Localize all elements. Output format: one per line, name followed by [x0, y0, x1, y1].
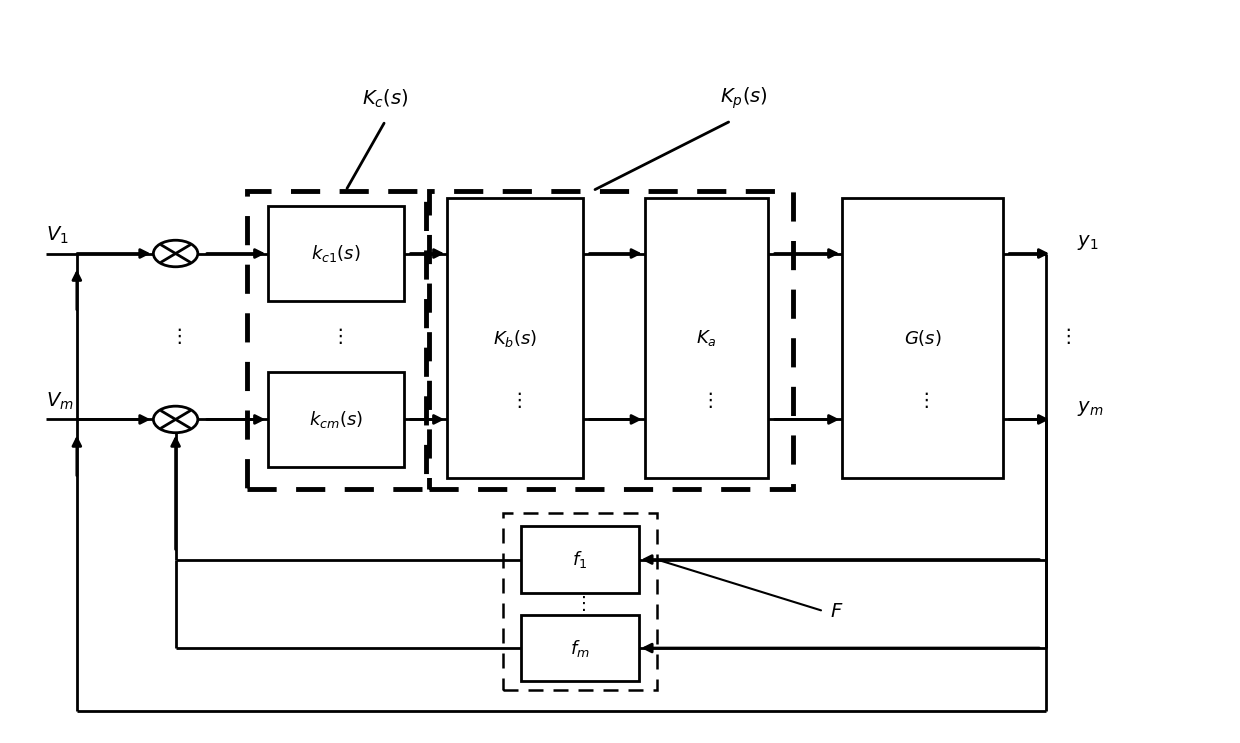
Text: $\vdots$: $\vdots$ [508, 390, 522, 410]
Text: $V_1$: $V_1$ [46, 224, 68, 246]
Bar [502, 513, 657, 690]
FancyBboxPatch shape [521, 526, 639, 593]
Text: $f_m$: $f_m$ [570, 637, 590, 658]
Text: $G(s)$: $G(s)$ [904, 328, 941, 348]
FancyBboxPatch shape [268, 372, 404, 467]
Text: $y_1$: $y_1$ [1076, 233, 1099, 252]
FancyBboxPatch shape [268, 206, 404, 302]
Text: $k_{cm}(s)$: $k_{cm}(s)$ [309, 409, 363, 430]
Text: $K_a$: $K_a$ [696, 328, 717, 348]
Text: $\vdots$: $\vdots$ [701, 390, 713, 410]
Text: $K_b(s)$: $K_b(s)$ [494, 328, 537, 348]
Text: $\vdots$: $\vdots$ [330, 326, 342, 346]
Bar [247, 191, 427, 490]
Text: $F$: $F$ [830, 602, 843, 620]
FancyBboxPatch shape [842, 198, 1003, 478]
Text: $K_c(s)$: $K_c(s)$ [362, 88, 409, 110]
FancyBboxPatch shape [645, 198, 768, 478]
Text: $\vdots$: $\vdots$ [574, 594, 585, 613]
Bar [429, 191, 792, 490]
Text: $k_{c1}(s)$: $k_{c1}(s)$ [311, 243, 361, 264]
Text: $K_p(s)$: $K_p(s)$ [719, 86, 768, 111]
Text: $V_m$: $V_m$ [46, 390, 73, 412]
Text: $\vdots$: $\vdots$ [916, 390, 929, 410]
Text: $y_m$: $y_m$ [1076, 399, 1104, 418]
FancyBboxPatch shape [448, 198, 583, 478]
FancyBboxPatch shape [521, 615, 639, 681]
Text: $\vdots$: $\vdots$ [169, 326, 182, 346]
Text: $\vdots$: $\vdots$ [1058, 326, 1071, 346]
Text: $f_1$: $f_1$ [573, 549, 588, 570]
